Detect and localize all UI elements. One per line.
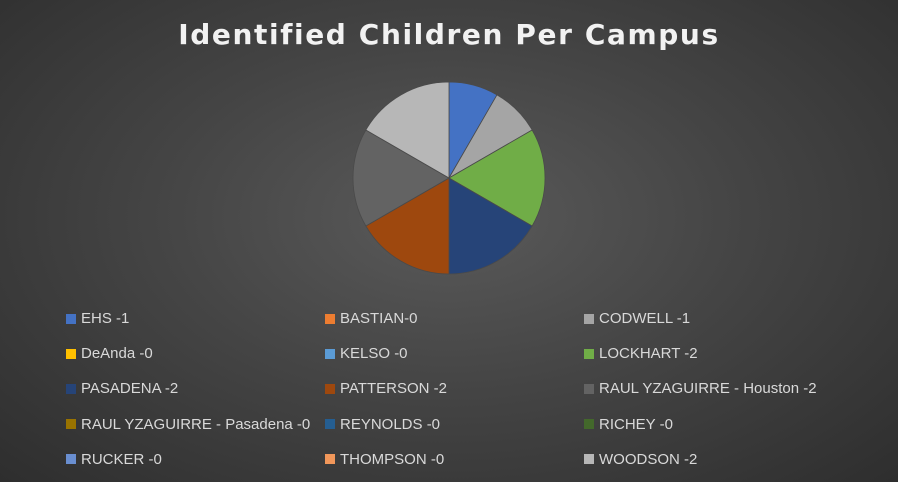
legend-swatch — [325, 454, 335, 465]
legend-swatch — [66, 454, 76, 465]
legend-item: REYNOLDS -0 — [325, 407, 584, 442]
pie-slice-5 — [448, 129, 546, 227]
legend-label: RAUL YZAGUIRRE - Pasadena -0 — [81, 415, 311, 433]
legend-label: PATTERSON -2 — [340, 380, 447, 398]
legend-label: EHS -1 — [81, 310, 130, 328]
legend-item: RICHEY -0 — [584, 407, 844, 442]
legend-swatch — [584, 419, 594, 430]
pie-slice-7 — [365, 177, 450, 275]
legend-label: WOODSON -2 — [599, 450, 698, 468]
legend-swatch — [584, 454, 594, 465]
legend-label: THOMPSON -0 — [340, 450, 445, 468]
legend-item: CODWELL -1 — [584, 301, 844, 336]
legend-label: LOCKHART -2 — [599, 345, 698, 363]
legend-item: RAUL YZAGUIRRE - Houston -2 — [584, 371, 844, 406]
legend-label: PASADENA -2 — [81, 380, 179, 398]
legend-label: BASTIAN-0 — [340, 310, 418, 328]
legend-item: KELSO -0 — [325, 336, 584, 371]
legend-swatch — [66, 383, 76, 394]
legend-item: RUCKER -0 — [66, 442, 325, 477]
pie-slice-8 — [352, 129, 450, 227]
legend-swatch — [325, 383, 335, 394]
legend-item: PASADENA -2 — [66, 371, 325, 406]
legend-swatch — [325, 419, 335, 430]
legend-label: CODWELL -1 — [599, 310, 691, 328]
chart-title: Identified Children Per Campus — [178, 18, 720, 51]
legend-swatch — [66, 313, 76, 324]
legend-swatch — [66, 348, 76, 359]
legend-swatch — [584, 348, 594, 359]
legend-label: RAUL YZAGUIRRE - Houston -2 — [599, 380, 817, 398]
legend-label: RUCKER -0 — [81, 450, 162, 468]
pie-slice-14 — [365, 81, 450, 179]
chart-legend: EHS -1 BASTIAN-0 CODWELL -1 DeAnda -0 KELSO … — [66, 301, 844, 477]
legend-item: DeAnda -0 — [66, 336, 325, 371]
legend-item: WOODSON -2 — [584, 442, 844, 477]
legend-swatch — [66, 419, 76, 430]
legend-item: EHS -1 — [66, 301, 325, 336]
legend-item: LOCKHART -2 — [584, 336, 844, 371]
legend-swatch — [325, 348, 335, 359]
legend-item: RAUL YZAGUIRRE - Pasadena -0 — [66, 407, 325, 442]
pie-slice-6 — [448, 177, 533, 275]
legend-item: PATTERSON -2 — [325, 371, 584, 406]
legend-swatch — [584, 313, 594, 324]
legend-item: THOMPSON -0 — [325, 442, 584, 477]
legend-label: DeAnda -0 — [81, 345, 153, 363]
legend-swatch — [584, 383, 594, 394]
legend-swatch — [325, 313, 335, 324]
legend-label: KELSO -0 — [340, 345, 408, 363]
legend-label: REYNOLDS -0 — [340, 415, 441, 433]
legend-label: RICHEY -0 — [599, 415, 673, 433]
legend-item: BASTIAN-0 — [325, 301, 584, 336]
